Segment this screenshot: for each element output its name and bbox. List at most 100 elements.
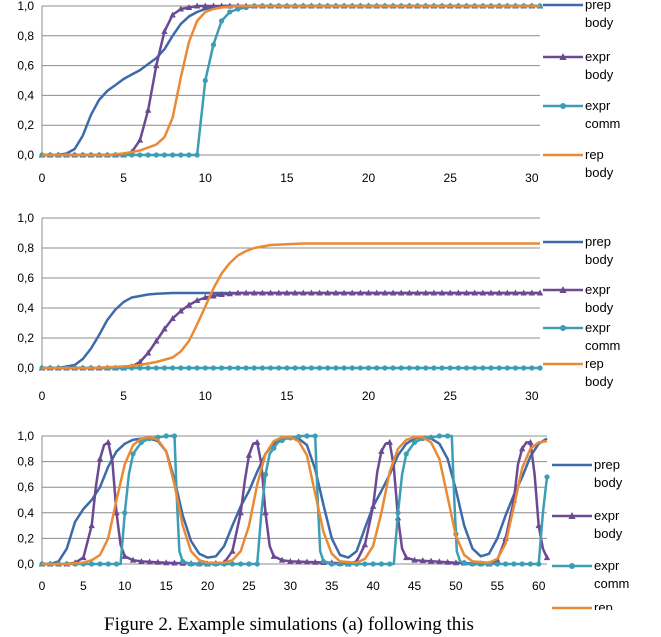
data-point	[163, 433, 169, 439]
x-tick-label: 15	[280, 171, 294, 185]
data-point	[528, 289, 536, 296]
series-line	[42, 291, 540, 370]
data-point	[444, 558, 451, 565]
x-tick-label: 25	[444, 171, 458, 185]
legend-marker	[569, 563, 575, 569]
data-point	[430, 289, 438, 296]
x-tick-label: 60	[532, 579, 546, 593]
figure-caption: Figure 2. Example simulations (a) follow…	[104, 614, 474, 635]
legend-label: comm	[585, 338, 620, 353]
legend-label: expr	[585, 320, 611, 335]
data-point	[129, 152, 135, 158]
data-point	[246, 561, 252, 567]
data-point	[259, 289, 266, 296]
legend-marker	[559, 53, 567, 60]
data-point	[395, 510, 401, 516]
data-point	[245, 451, 253, 458]
data-point	[170, 152, 176, 158]
data-point	[431, 365, 437, 371]
x-tick-label: 0	[39, 389, 46, 403]
data-point	[210, 292, 217, 299]
data-point	[398, 365, 404, 371]
legend-label: comm	[594, 576, 629, 591]
data-point	[436, 433, 442, 439]
series-line	[42, 242, 540, 370]
data-point	[428, 434, 434, 440]
data-point	[543, 554, 551, 561]
legend-label: body	[594, 475, 623, 490]
data-point	[219, 365, 225, 371]
data-point	[537, 365, 543, 371]
data-point	[382, 365, 388, 371]
x-tick-label: 10	[199, 389, 213, 403]
y-tick-label: 1,0	[17, 0, 34, 13]
data-point	[389, 289, 397, 296]
data-point	[171, 433, 178, 439]
data-point	[378, 447, 385, 454]
y-tick-label: 0,2	[17, 118, 34, 132]
legend-label: body	[585, 374, 614, 389]
data-point	[186, 152, 192, 158]
series-rep-body	[42, 436, 548, 566]
data-point	[105, 438, 112, 445]
chart-panel-1: 0,00,20,40,60,81,00 5 10 15 20 25 30prepbodyex…	[17, 0, 620, 185]
data-point	[202, 365, 208, 371]
data-point	[235, 6, 241, 12]
data-point	[153, 365, 159, 371]
series-line	[42, 4, 540, 157]
legend-item: expr body	[552, 508, 623, 541]
y-tick-label: 0,2	[17, 331, 34, 345]
data-point	[471, 289, 478, 296]
data-point	[136, 136, 144, 143]
x-tick-label: 20	[362, 171, 376, 185]
data-point	[188, 561, 194, 567]
data-point	[455, 289, 462, 296]
legend-item: expr comm	[543, 320, 620, 353]
data-point	[130, 451, 136, 457]
x-tick-label: 15	[280, 389, 294, 403]
legend-marker	[559, 286, 567, 293]
data-point	[527, 438, 534, 445]
data-point	[262, 471, 269, 477]
data-point	[138, 557, 145, 564]
series-prep-body	[42, 291, 540, 370]
data-point	[439, 365, 445, 371]
legend-label: rep	[585, 356, 604, 371]
x-tick-label: 10	[199, 171, 213, 185]
data-point	[325, 365, 331, 371]
data-point	[113, 561, 120, 567]
data-point	[365, 365, 372, 371]
x-tick-label: 55	[491, 579, 505, 593]
data-point	[398, 289, 405, 296]
series-line	[42, 4, 540, 157]
series-rep-body	[42, 4, 540, 157]
legend-label: expr	[585, 282, 611, 297]
data-point	[144, 349, 152, 356]
data-point	[194, 152, 200, 158]
x-tick-label: 25	[242, 579, 256, 593]
data-point	[438, 289, 446, 296]
data-point	[386, 438, 393, 445]
x-tick-label: 0	[39, 579, 46, 593]
y-tick-label: 0,0	[17, 361, 34, 375]
x-tick-label: 15	[160, 579, 174, 593]
data-point	[193, 2, 201, 9]
data-point	[145, 152, 151, 158]
data-point	[202, 294, 209, 300]
data-point	[519, 561, 525, 567]
data-point	[89, 561, 95, 567]
data-point	[311, 558, 319, 565]
data-point	[202, 2, 209, 9]
data-point	[169, 315, 176, 321]
series-prep-body	[42, 436, 548, 566]
data-point	[171, 559, 178, 566]
data-point	[512, 289, 519, 296]
data-point	[283, 289, 291, 296]
data-point	[544, 474, 550, 480]
x-tick-label: 25	[444, 389, 458, 403]
legend-label: prep	[594, 457, 620, 472]
data-point	[235, 365, 241, 371]
data-point	[461, 560, 467, 566]
data-point	[180, 558, 186, 565]
data-point	[161, 27, 168, 34]
